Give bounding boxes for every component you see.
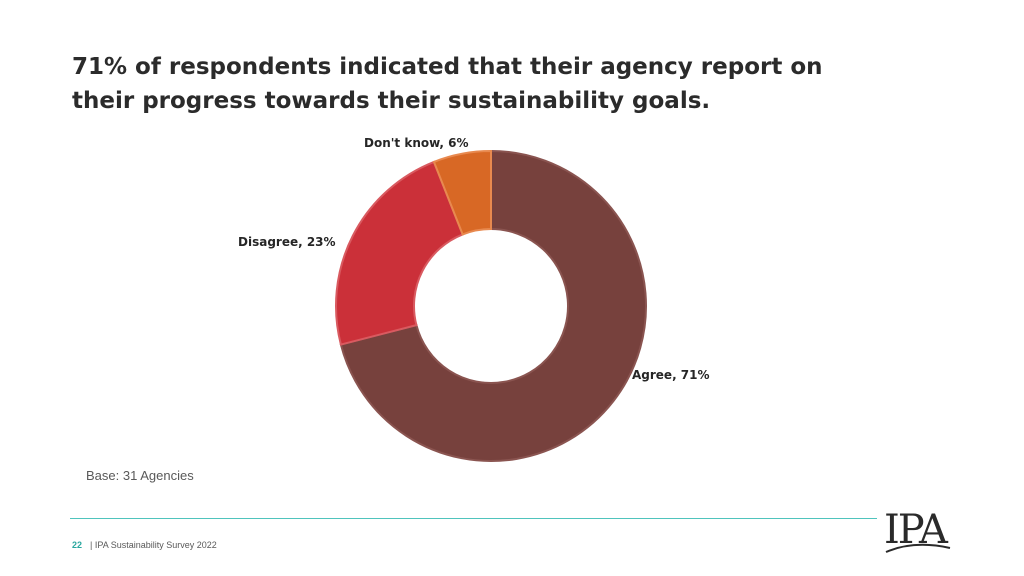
data-label-don-t-know: Don't know, 6% [364,136,469,150]
slice-don-t-know [432,149,492,236]
data-label-agree: Agree, 71% [632,368,710,382]
slice-disagree [335,160,464,346]
base-note: Base: 31 Agencies [86,468,194,483]
logo-swoosh-icon [885,543,951,553]
footer-divider [70,518,877,519]
slice-agree [339,149,647,462]
slide-title: 71% of respondents indicated that their … [72,54,823,114]
page-number: 22 [72,540,83,550]
footer: 22 | IPA Sustainability Survey 2022 [72,540,217,550]
footer-text: | IPA Sustainability Survey 2022 [90,540,217,550]
data-label-disagree: Disagree, 23% [238,235,336,249]
